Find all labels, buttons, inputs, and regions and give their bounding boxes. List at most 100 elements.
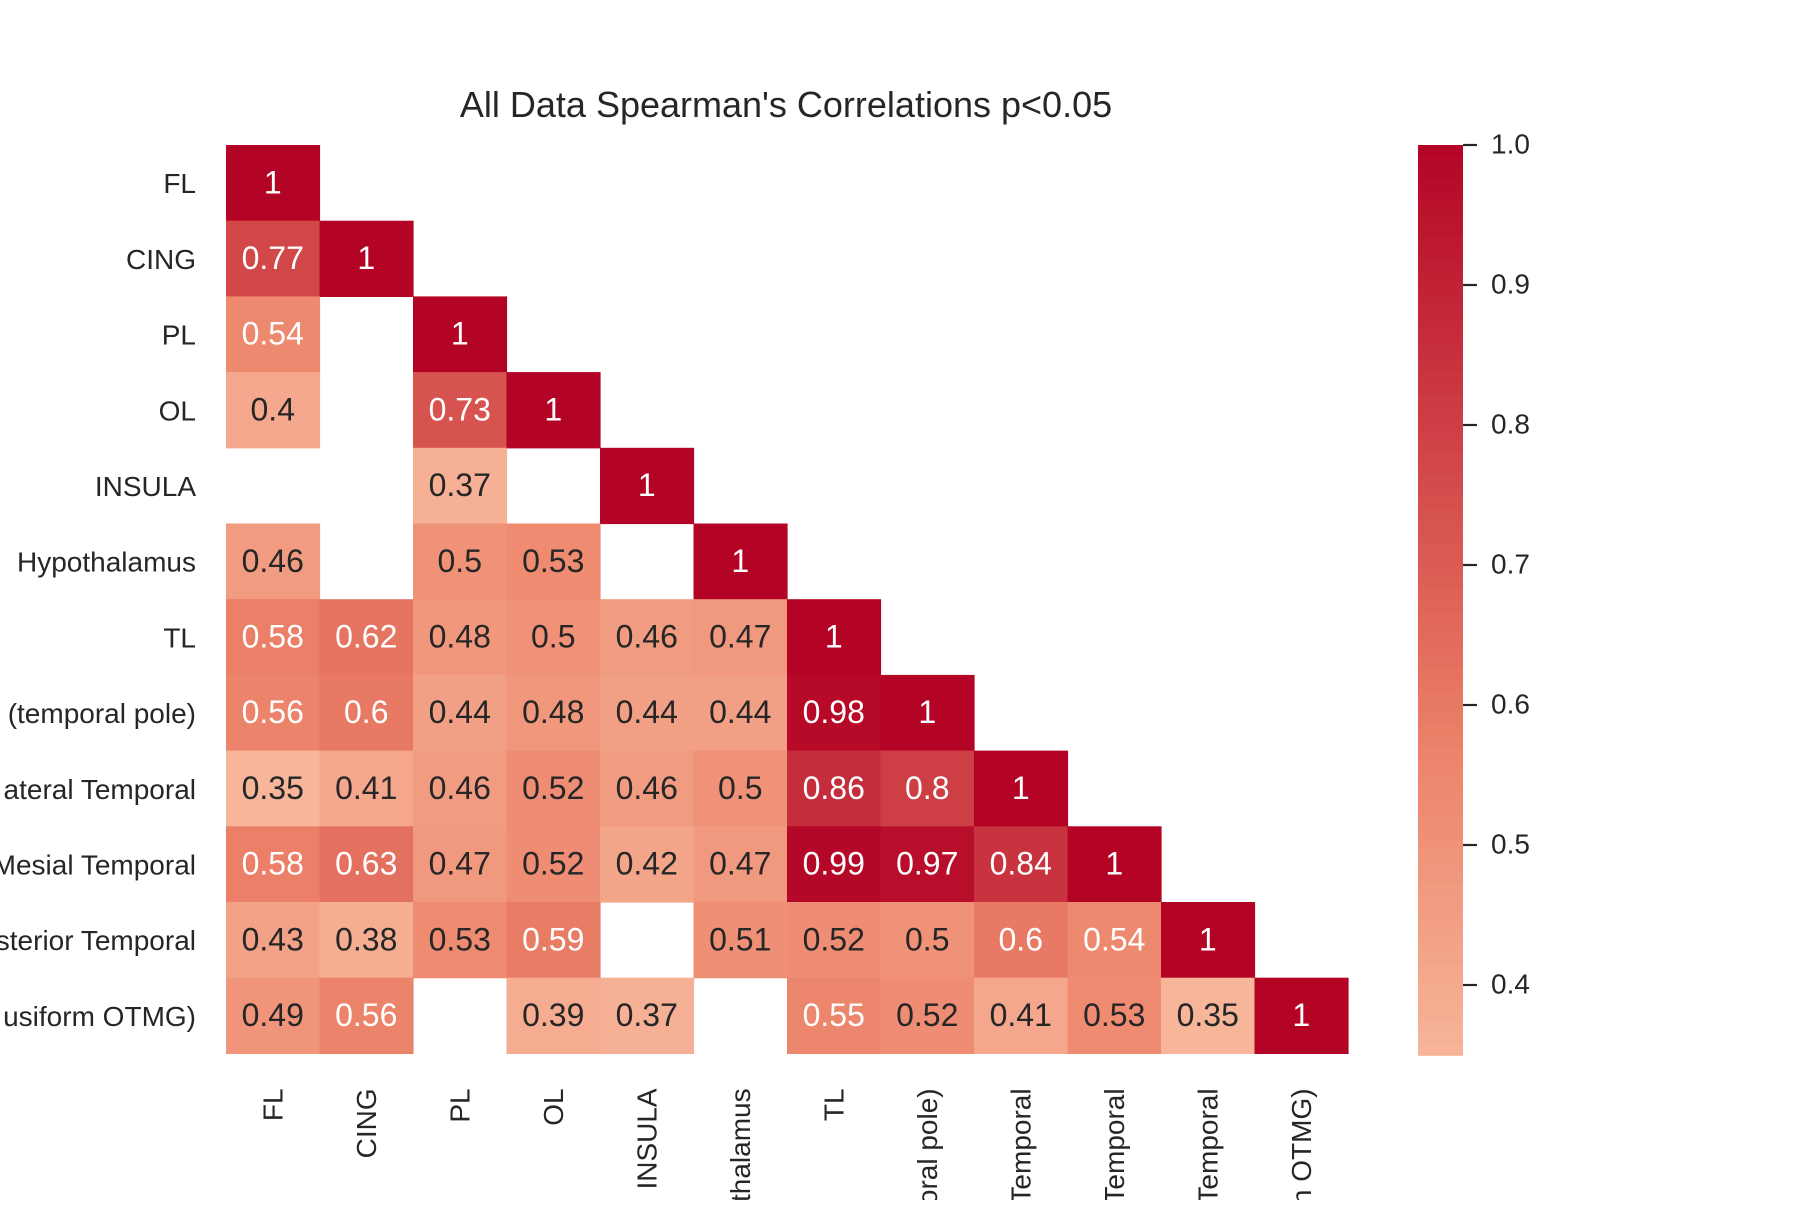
cell-value-label: 0.37 bbox=[616, 997, 678, 1033]
heatmap-cell bbox=[413, 826, 508, 903]
column-label: Temporal bbox=[1006, 1088, 1037, 1200]
heatmap-cell bbox=[880, 826, 975, 903]
colorbar-segment bbox=[1418, 691, 1463, 704]
colorbar-segment bbox=[1418, 554, 1463, 567]
colorbar-segment bbox=[1418, 452, 1463, 465]
heatmap-cell bbox=[226, 145, 321, 222]
heatmap-cell bbox=[226, 674, 321, 752]
heatmap-cell bbox=[226, 902, 321, 979]
heatmap-cell bbox=[319, 674, 414, 752]
column-label: n OTMG) bbox=[1286, 1088, 1317, 1200]
cell-value-label: 0.55 bbox=[803, 997, 865, 1033]
colorbar-segment bbox=[1418, 736, 1463, 749]
colorbar-segment bbox=[1418, 213, 1463, 226]
colorbar-segment bbox=[1418, 315, 1463, 328]
colorbar-segment bbox=[1418, 952, 1463, 965]
heatmap-cell bbox=[787, 750, 882, 827]
cell-value-label: 0.52 bbox=[896, 997, 958, 1033]
colorbar-segment bbox=[1418, 622, 1463, 635]
colorbar-segment bbox=[1418, 372, 1463, 385]
heatmap-cell bbox=[600, 750, 695, 827]
cell-value-label: 0.35 bbox=[1177, 997, 1239, 1033]
cell-value-label: 0.52 bbox=[522, 770, 584, 806]
heatmap-cell bbox=[506, 523, 601, 600]
heatmap-cell bbox=[600, 599, 695, 676]
cell-value-label: 0.98 bbox=[803, 694, 865, 730]
colorbar-segment bbox=[1418, 656, 1463, 670]
heatmap-cell-labels: 1 0.77 1 0.54 1 0.4 0.73 1 0.37 1 0.46 0.5 0.53 1 0.58… bbox=[242, 164, 1311, 1033]
heatmap-cell bbox=[226, 750, 321, 827]
colorbar-segment bbox=[1418, 190, 1463, 203]
row-label: usiform OTMG) bbox=[3, 1001, 196, 1032]
colorbar-segment bbox=[1418, 440, 1463, 453]
colorbar-segment bbox=[1418, 929, 1463, 943]
colorbar-segment bbox=[1418, 395, 1463, 408]
heatmap-cell bbox=[600, 977, 695, 1054]
cell-value-label: 1 bbox=[451, 316, 469, 352]
cell-value-label: 0.41 bbox=[335, 770, 397, 806]
heatmap-cell bbox=[226, 220, 321, 297]
row-label: OL bbox=[159, 395, 196, 426]
colorbar-segment bbox=[1418, 258, 1463, 271]
colorbar-segment bbox=[1418, 986, 1463, 999]
column-label: TL bbox=[819, 1088, 850, 1121]
heatmap-cell bbox=[226, 296, 321, 373]
heatmap-cell bbox=[1067, 977, 1162, 1054]
colorbar-segment bbox=[1418, 167, 1463, 180]
colorbar-segment bbox=[1418, 918, 1463, 931]
colorbar-segment bbox=[1418, 793, 1463, 806]
cell-value-label: 0.47 bbox=[709, 619, 771, 655]
cell-value-label: 1 bbox=[825, 619, 843, 655]
colorbar-segment bbox=[1418, 884, 1463, 897]
colorbar-segment bbox=[1418, 406, 1463, 419]
cell-value-label: 0.47 bbox=[429, 846, 491, 882]
cell-value-label: 1 bbox=[918, 694, 936, 730]
cell-value-label: 0.5 bbox=[438, 543, 482, 579]
cell-value-label: 1 bbox=[264, 164, 282, 200]
cell-value-label: 0.46 bbox=[616, 770, 678, 806]
heatmap-cell bbox=[787, 826, 882, 903]
column-label: Temporal bbox=[1193, 1088, 1224, 1200]
heatmap-cell bbox=[413, 523, 508, 600]
heatmap-cell bbox=[693, 523, 788, 600]
heatmap-cell bbox=[1067, 902, 1162, 979]
heatmap-cell bbox=[880, 902, 975, 979]
heatmap-cell bbox=[506, 902, 601, 979]
colorbar-segment bbox=[1418, 509, 1463, 522]
cell-value-label: 0.77 bbox=[242, 240, 304, 276]
cell-value-label: 0.53 bbox=[522, 543, 584, 579]
cell-value-label: 0.62 bbox=[335, 619, 397, 655]
colorbar-segment bbox=[1418, 861, 1463, 874]
colorbar-segment bbox=[1418, 349, 1463, 362]
cell-value-label: 0.4 bbox=[251, 391, 295, 427]
cell-value-label: 0.6 bbox=[999, 921, 1043, 957]
colorbar-segment bbox=[1418, 145, 1463, 158]
heatmap-cell bbox=[693, 750, 788, 827]
heatmap-cell bbox=[506, 674, 601, 752]
cell-value-label: 1 bbox=[731, 543, 749, 579]
cell-value-label: 0.37 bbox=[429, 467, 491, 503]
cell-value-label: 0.58 bbox=[242, 846, 304, 882]
colorbar-segment bbox=[1418, 816, 1463, 829]
heatmap-cell bbox=[226, 826, 321, 903]
colorbar-segment bbox=[1418, 998, 1463, 1011]
colorbar-tick-label: 0.6 bbox=[1491, 688, 1530, 719]
colorbar-segment bbox=[1418, 497, 1463, 510]
row-label: ateral Temporal bbox=[4, 774, 196, 805]
cell-value-label: 0.49 bbox=[242, 997, 304, 1033]
row-label: TL bbox=[163, 622, 196, 653]
colorbar-segment bbox=[1418, 634, 1463, 647]
cell-value-label: 1 bbox=[357, 240, 375, 276]
cell-value-label: 0.58 bbox=[242, 619, 304, 655]
column-label: FL bbox=[258, 1088, 289, 1121]
cell-value-label: 0.44 bbox=[709, 694, 771, 730]
colorbar-segment bbox=[1418, 1009, 1463, 1022]
colorbar-segment bbox=[1418, 804, 1463, 817]
colorbar-segment bbox=[1418, 327, 1463, 340]
heatmap-cell bbox=[319, 220, 414, 297]
cell-value-label: 0.53 bbox=[1083, 997, 1145, 1033]
colorbar-segment bbox=[1418, 782, 1463, 795]
cell-value-label: 0.48 bbox=[522, 694, 584, 730]
colorbar-segment bbox=[1418, 702, 1463, 715]
